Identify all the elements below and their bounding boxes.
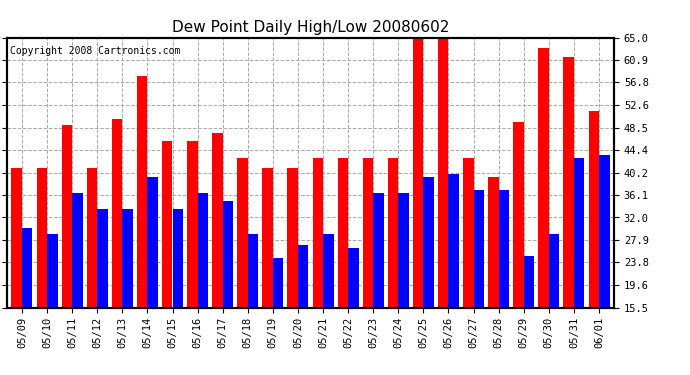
Bar xyxy=(12,168,22,308)
Bar xyxy=(589,111,599,308)
Bar xyxy=(388,158,398,308)
Bar xyxy=(574,158,584,308)
Bar xyxy=(473,190,484,308)
Bar xyxy=(313,158,323,308)
Bar xyxy=(273,258,284,308)
Bar xyxy=(424,177,434,308)
Bar xyxy=(22,228,32,308)
Bar xyxy=(463,158,473,308)
Bar xyxy=(323,234,333,308)
Bar xyxy=(72,193,83,308)
Bar xyxy=(122,209,133,308)
Text: Copyright 2008 Cartronics.com: Copyright 2008 Cartronics.com xyxy=(10,46,180,56)
Bar xyxy=(37,168,47,308)
Bar xyxy=(448,174,459,308)
Bar xyxy=(187,141,197,308)
Bar xyxy=(162,141,172,308)
Bar xyxy=(599,155,609,308)
Bar xyxy=(97,209,108,308)
Bar xyxy=(524,256,534,308)
Bar xyxy=(398,193,409,308)
Bar xyxy=(148,177,158,308)
Bar xyxy=(237,158,248,308)
Bar xyxy=(298,245,308,308)
Bar xyxy=(137,76,148,307)
Bar xyxy=(337,158,348,308)
Bar xyxy=(262,168,273,308)
Bar xyxy=(413,38,424,308)
Bar xyxy=(438,38,449,308)
Bar xyxy=(373,193,384,308)
Bar xyxy=(87,168,97,308)
Bar xyxy=(223,201,233,308)
Bar xyxy=(499,190,509,308)
Bar xyxy=(488,177,499,308)
Bar xyxy=(172,209,183,308)
Bar xyxy=(538,48,549,308)
Bar xyxy=(348,248,359,308)
Title: Dew Point Daily High/Low 20080602: Dew Point Daily High/Low 20080602 xyxy=(172,20,449,35)
Bar xyxy=(112,119,122,308)
Bar xyxy=(47,234,57,308)
Bar xyxy=(212,133,223,308)
Bar xyxy=(248,234,258,308)
Bar xyxy=(288,168,298,308)
Bar xyxy=(564,57,574,308)
Bar xyxy=(61,125,72,308)
Bar xyxy=(197,193,208,308)
Bar xyxy=(513,122,524,308)
Bar xyxy=(363,158,373,308)
Bar xyxy=(549,234,560,308)
